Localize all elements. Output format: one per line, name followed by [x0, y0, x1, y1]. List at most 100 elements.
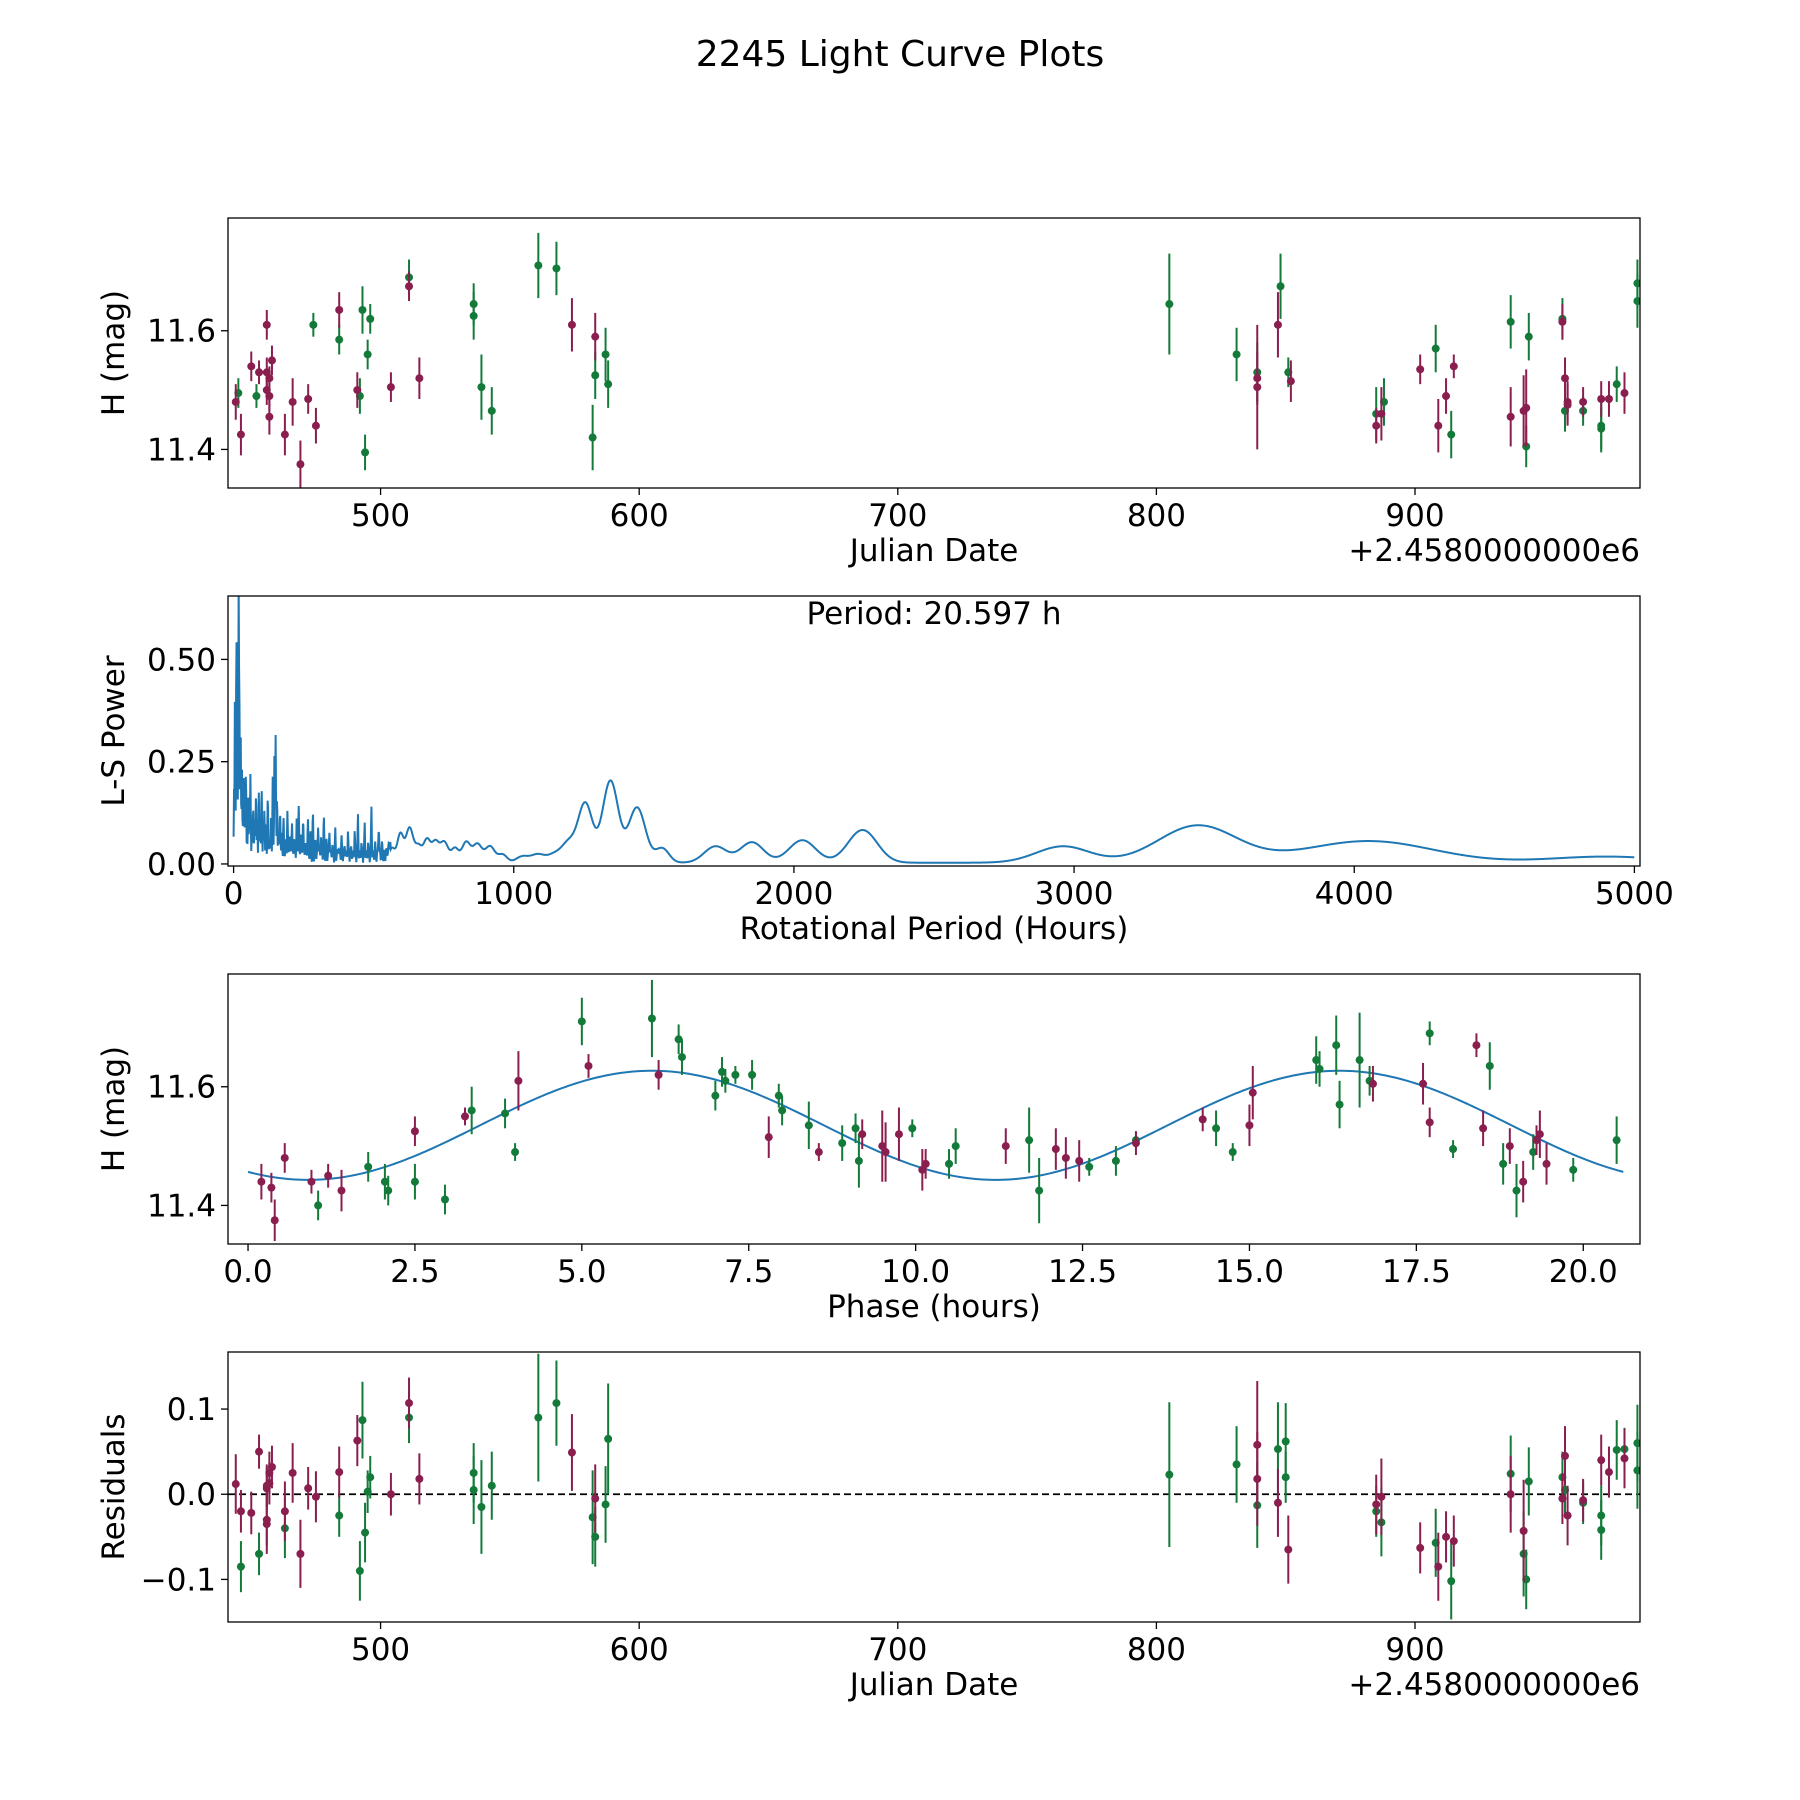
- y-axis-label: Residuals: [96, 1413, 132, 1560]
- data-point: [1368, 1079, 1377, 1088]
- data-point: [1377, 1492, 1386, 1501]
- data-point: [255, 368, 264, 377]
- y-tick-label: 11.4: [147, 432, 216, 468]
- data-point: [1597, 394, 1606, 403]
- data-point: [265, 412, 274, 421]
- data-point: [1563, 1511, 1572, 1520]
- data-point: [511, 1148, 520, 1157]
- data-point: [1232, 1460, 1241, 1469]
- data-point: [255, 1447, 264, 1456]
- data-point: [1051, 1145, 1060, 1154]
- data-point: [262, 320, 271, 329]
- data-point: [1579, 1496, 1588, 1505]
- data-point: [380, 1177, 389, 1186]
- periodogram-frame: [227, 595, 1641, 867]
- data-point: [366, 1473, 375, 1482]
- data-point: [654, 1070, 663, 1079]
- data-point: [894, 1130, 903, 1139]
- data-point: [335, 1468, 344, 1477]
- data-point: [854, 1156, 863, 1165]
- x-axis-label: Julian Date: [848, 533, 1019, 569]
- data-point: [1248, 1088, 1257, 1097]
- data-point: [1315, 1064, 1324, 1073]
- data-point: [1245, 1121, 1254, 1130]
- x-tick-label: 7.5: [724, 1254, 773, 1290]
- residuals-plot-area: [228, 1353, 1640, 1620]
- phased-plot-area: [247, 979, 1624, 1242]
- data-point: [469, 1485, 478, 1494]
- data-point: [487, 406, 496, 415]
- data-point: [567, 1448, 576, 1457]
- data-point: [501, 1109, 510, 1118]
- x-tick-label: 500: [351, 498, 410, 534]
- data-point: [1522, 403, 1531, 412]
- data-point: [748, 1070, 757, 1079]
- data-point: [1434, 421, 1443, 430]
- data-point: [307, 1177, 316, 1186]
- data-point: [469, 300, 478, 309]
- x-tick-label: 800: [1127, 498, 1186, 534]
- data-point: [1620, 389, 1629, 398]
- data-point: [1512, 1186, 1521, 1195]
- data-point: [353, 386, 362, 395]
- data-point: [296, 460, 305, 469]
- data-point: [358, 1416, 367, 1425]
- data-point: [231, 397, 240, 406]
- periodogram-panel: Period: 20.597 h 0 1000 2000 3000 4000 5000 0.0…: [96, 595, 1674, 947]
- data-point: [1377, 409, 1386, 418]
- data-point: [366, 314, 375, 323]
- data-point: [534, 1413, 543, 1422]
- data-point: [335, 1511, 344, 1520]
- data-point: [1447, 430, 1456, 439]
- data-point: [288, 1468, 297, 1477]
- model-fit-curve: [247, 1069, 1624, 1181]
- data-point: [814, 1148, 823, 1157]
- data-point: [405, 1399, 414, 1408]
- y-tick-label: 11.4: [147, 1188, 216, 1224]
- y-tick-label: 0.25: [147, 745, 216, 781]
- data-point: [257, 1177, 266, 1186]
- x-tick-label: 1000: [474, 876, 553, 912]
- data-point: [711, 1091, 720, 1100]
- data-point: [1416, 1543, 1425, 1552]
- data-point: [262, 1520, 271, 1529]
- data-point: [487, 1481, 496, 1490]
- residuals-frame: [227, 1351, 1641, 1623]
- x-offset-text: +2.4580000000e6: [1348, 1667, 1640, 1703]
- data-point: [601, 1500, 610, 1509]
- data-point: [1449, 362, 1458, 371]
- data-point: [296, 1549, 305, 1558]
- data-point: [878, 1142, 887, 1151]
- x-tick-label: 15.0: [1215, 1254, 1284, 1290]
- data-point: [1524, 332, 1533, 341]
- data-point: [477, 383, 486, 392]
- data-point: [1253, 1474, 1262, 1483]
- data-point: [252, 392, 261, 401]
- data-point: [1604, 394, 1613, 403]
- x-tick-label: 700: [868, 498, 927, 534]
- data-point: [1253, 383, 1262, 392]
- data-point: [591, 332, 600, 341]
- data-point: [552, 264, 561, 273]
- data-point: [1198, 1115, 1207, 1124]
- data-point: [1281, 1437, 1290, 1446]
- data-point: [1332, 1041, 1341, 1050]
- data-point: [265, 374, 274, 383]
- data-point: [677, 1053, 686, 1062]
- data-point: [1499, 1159, 1508, 1168]
- data-point: [591, 1494, 600, 1503]
- data-point: [265, 392, 274, 401]
- data-point: [1276, 282, 1285, 291]
- data-point: [386, 383, 395, 392]
- data-point: [1025, 1136, 1034, 1145]
- x-tick-label: 0: [224, 876, 244, 912]
- data-point: [1425, 1118, 1434, 1127]
- data-point: [353, 1436, 362, 1445]
- data-point: [1485, 1061, 1494, 1070]
- data-point: [718, 1067, 727, 1076]
- data-point: [314, 1201, 323, 1210]
- data-point: [1519, 1526, 1528, 1535]
- data-point: [247, 1508, 256, 1517]
- data-point: [591, 371, 600, 380]
